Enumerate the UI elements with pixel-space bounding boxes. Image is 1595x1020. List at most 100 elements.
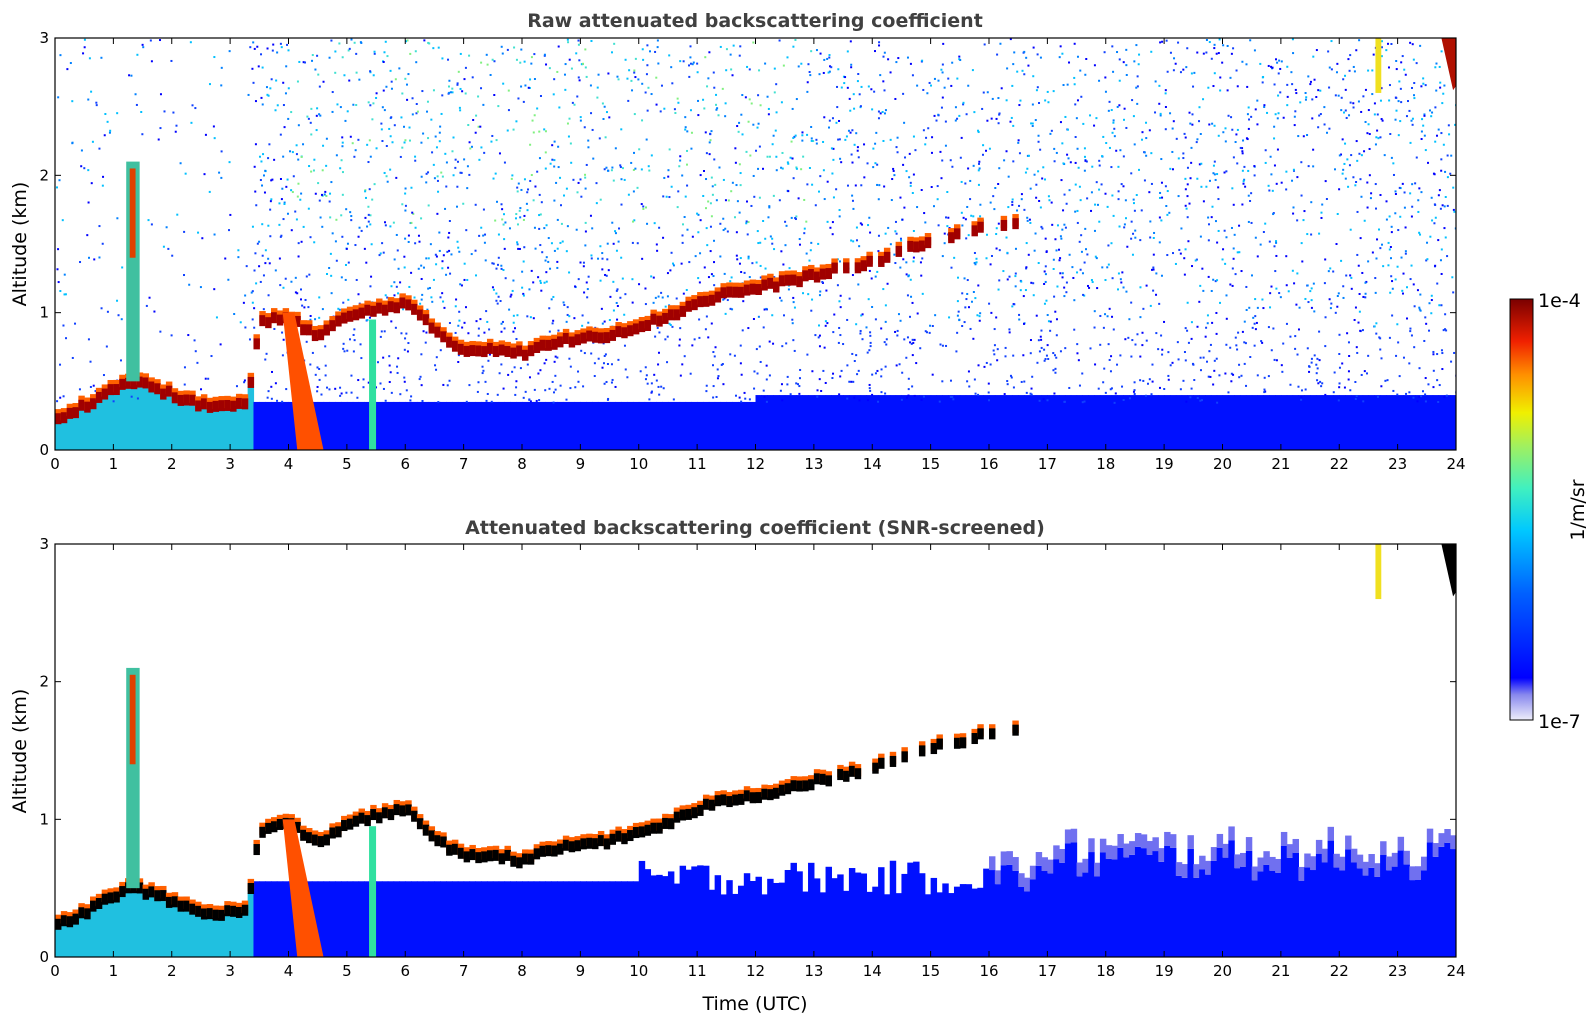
noise-pixel: [874, 372, 877, 375]
noise-pixel: [399, 155, 402, 158]
noise-pixel: [1161, 40, 1164, 43]
noise-pixel: [578, 59, 581, 62]
noise-pixel: [1388, 248, 1391, 251]
noise-pixel: [325, 194, 328, 197]
boundary-layer-cell: [1304, 867, 1311, 957]
noise-pixel: [1349, 101, 1352, 104]
noise-pixel: [1022, 354, 1025, 357]
noise-pixel: [1354, 184, 1357, 187]
noise-pixel: [1130, 237, 1133, 240]
noise-pixel: [92, 384, 95, 387]
boundary-layer-cell: [1251, 880, 1259, 957]
noise-pixel: [883, 185, 886, 188]
noise-pixel: [552, 319, 555, 322]
noise-pixel: [894, 230, 897, 233]
noise-pixel: [98, 256, 101, 259]
noise-pixel: [725, 48, 728, 51]
noise-pixel: [696, 212, 699, 215]
boundary-layer-cell: [329, 881, 336, 957]
noise-pixel: [1130, 301, 1133, 304]
noise-pixel: [1010, 376, 1013, 379]
noise-pixel: [1023, 50, 1026, 53]
noise-pixel: [1286, 83, 1289, 86]
noise-pixel: [1115, 149, 1118, 152]
noise-pixel: [626, 376, 629, 379]
fading-cell: [1362, 861, 1370, 876]
noise-pixel: [1196, 177, 1199, 180]
cloud-core-cell: [679, 809, 687, 821]
boundary-layer-cell: [352, 881, 360, 957]
noise-pixel: [426, 100, 429, 103]
boundary-layer-cell: [749, 401, 757, 450]
noise-pixel: [1300, 389, 1303, 392]
noise-pixel: [847, 129, 850, 132]
noise-pixel: [283, 203, 286, 206]
noise-pixel: [1165, 39, 1168, 42]
noise-pixel: [1026, 167, 1029, 170]
noise-pixel: [1095, 117, 1098, 120]
noise-pixel: [579, 119, 582, 122]
noise-pixel: [565, 250, 568, 253]
cloud-core-cell: [416, 309, 424, 321]
noise-pixel: [1446, 154, 1449, 157]
noise-pixel: [475, 274, 478, 277]
noise-pixel: [553, 78, 556, 81]
noise-pixel: [1131, 339, 1134, 342]
boundary-layer-cell: [1374, 876, 1381, 957]
noise-pixel: [995, 117, 998, 120]
noise-pixel: [495, 267, 498, 270]
boundary-layer-cell: [1158, 395, 1165, 450]
noise-pixel: [1117, 190, 1120, 193]
noise-pixel: [557, 166, 560, 169]
noise-pixel: [482, 208, 485, 211]
noise-pixel: [1215, 311, 1218, 314]
noise-pixel: [1262, 307, 1265, 310]
noise-pixel: [1139, 379, 1142, 382]
noise-pixel: [1172, 69, 1175, 72]
noise-pixel: [1380, 118, 1383, 121]
noise-pixel: [1045, 299, 1048, 302]
noise-pixel: [771, 237, 774, 240]
noise-pixel: [1143, 179, 1146, 182]
noise-pixel: [1082, 122, 1085, 125]
noise-pixel: [1045, 354, 1048, 357]
noise-pixel: [899, 196, 902, 199]
noise-pixel: [190, 121, 193, 124]
boundary-layer-cell: [1269, 395, 1276, 450]
noise-pixel: [1139, 316, 1142, 319]
noise-pixel: [782, 263, 785, 266]
noise-pixel: [512, 321, 515, 324]
noise-pixel: [1098, 159, 1101, 162]
noise-pixel: [1198, 120, 1201, 123]
cloud-core-cell: [300, 324, 307, 336]
cloud-core-cell: [720, 794, 727, 806]
cloud-core-cell: [673, 309, 681, 321]
noise-pixel: [876, 270, 879, 273]
noise-pixel: [1119, 149, 1122, 152]
noise-pixel: [460, 171, 463, 174]
noise-pixel: [1354, 306, 1357, 309]
noise-pixel: [389, 135, 392, 138]
cloud-core-cell: [241, 904, 249, 916]
noise-pixel: [632, 168, 635, 171]
cloud-core-cell: [434, 326, 441, 338]
noise-pixel: [904, 156, 907, 159]
noise-pixel: [662, 387, 665, 390]
noise-pixel: [398, 67, 401, 70]
noise-pixel: [644, 366, 647, 369]
noise-pixel: [1109, 388, 1112, 391]
noise-pixel: [579, 261, 582, 264]
noise-pixel: [464, 66, 467, 69]
noise-pixel: [193, 339, 196, 342]
fading-cell: [1123, 843, 1130, 858]
noise-pixel: [755, 348, 758, 351]
noise-pixel: [585, 281, 588, 284]
noise-pixel: [1296, 219, 1299, 222]
noise-pixel: [343, 74, 346, 77]
noise-pixel: [457, 246, 460, 249]
boundary-layer-cell: [113, 897, 120, 957]
noise-pixel: [1337, 399, 1340, 402]
noise-pixel: [1438, 65, 1441, 68]
noise-pixel: [340, 159, 343, 162]
